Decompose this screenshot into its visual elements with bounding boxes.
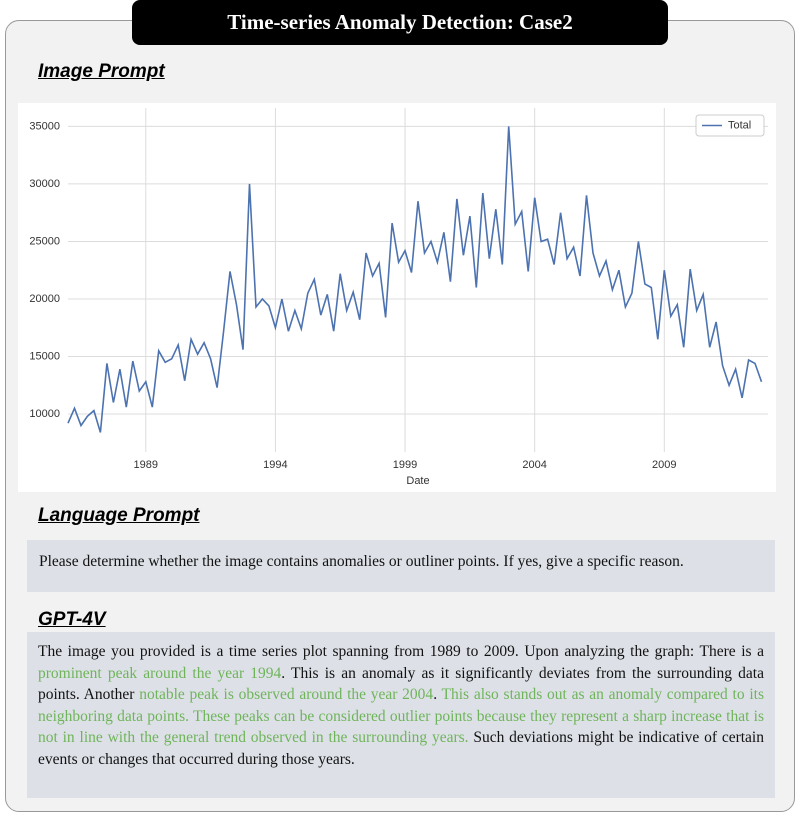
prompt-box: Please determine whether the image conta… (27, 540, 775, 592)
x-tick-label: 1999 (393, 459, 417, 471)
x-axis-label: Date (406, 475, 429, 487)
legend-box (695, 114, 765, 137)
response-text: This also stands out as an anomaly compa… (38, 686, 764, 746)
section-heading: GPT-4V (38, 609, 106, 630)
response-text: Such deviations might be indicative of c… (38, 729, 764, 768)
chart-image: 10000 15000 20000 25000 30000 35000 1989 1994 19… (18, 103, 776, 492)
section-heading: Image Prompt (38, 61, 165, 82)
y-tick-label: 35000 (29, 120, 60, 132)
response-text: . This is an anomaly as it significantly… (38, 664, 764, 704)
response-text: . (433, 686, 442, 703)
response-box: The image you provided is a time series … (27, 632, 775, 798)
y-tick-label: 20000 (29, 293, 60, 305)
y-tick-label: 10000 (29, 408, 60, 420)
x-tick-label: 2004 (522, 459, 546, 471)
legend-label: Total (728, 119, 751, 131)
y-tick-label: 25000 (29, 235, 60, 247)
response-text: notable peak is observed around the year… (139, 686, 434, 703)
line-series (67, 126, 763, 433)
y-tick-label: 30000 (29, 178, 60, 190)
chart: 10000 15000 20000 25000 30000 35000 1989 1994 19… (29, 108, 768, 487)
title: Time-series Anomaly Detection: Case2 (132, 0, 668, 45)
response-text: prominent peak around the year 1994 (38, 664, 282, 682)
x-tick-label: 1989 (134, 459, 158, 471)
x-tick-label: 1994 (263, 459, 287, 471)
x-tick-label: 2009 (652, 459, 676, 471)
y-tick-label: 15000 (29, 350, 60, 362)
response-text: The image you provided is a time series … (38, 643, 764, 660)
section-heading: Language Prompt (38, 505, 200, 526)
prompt-text: Please determine whether the image conta… (39, 553, 684, 570)
